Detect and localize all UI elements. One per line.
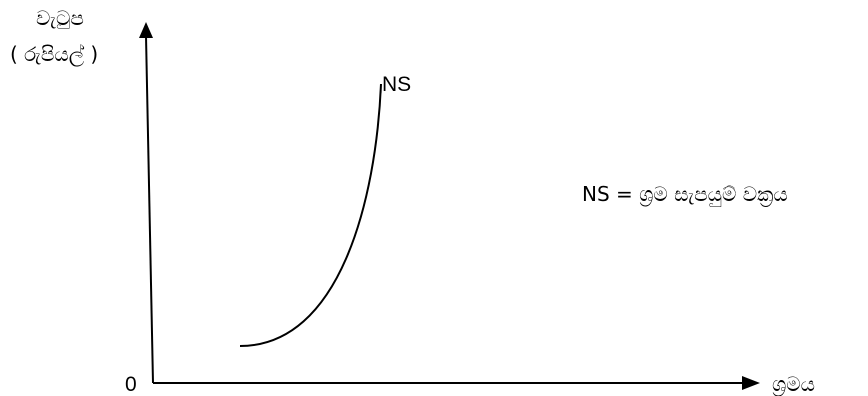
legend-ns-definition: NS = ශ්‍රම සැපයුම් වක්‍රය [582,182,788,206]
y-axis-title-wage: වැටුප [36,6,84,30]
y-axis-title-unit: ( රුපියල් ) [10,42,99,66]
x-axis-arrowhead [742,376,760,390]
curve-label-ns: NS [382,73,412,96]
ns-supply-curve [239,83,382,347]
y-axis [145,35,154,384]
x-axis-title-labour: ශ්‍රමය [772,372,816,396]
origin-label: 0 [125,373,137,396]
y-axis-arrowhead [139,22,153,38]
